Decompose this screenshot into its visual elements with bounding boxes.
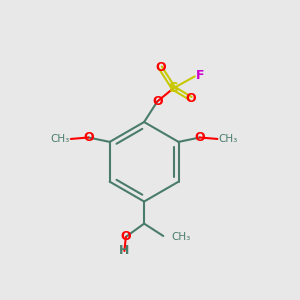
Text: H: H	[119, 244, 130, 257]
Text: F: F	[196, 69, 204, 82]
Text: O: O	[155, 61, 166, 74]
Text: O: O	[83, 131, 94, 144]
Text: O: O	[185, 92, 196, 105]
Text: CH₃: CH₃	[172, 232, 191, 242]
Text: S: S	[169, 81, 178, 95]
Text: O: O	[121, 230, 131, 243]
Text: O: O	[194, 131, 205, 144]
Text: CH₃: CH₃	[219, 134, 238, 144]
Text: CH₃: CH₃	[50, 134, 69, 144]
Text: O: O	[152, 95, 163, 108]
